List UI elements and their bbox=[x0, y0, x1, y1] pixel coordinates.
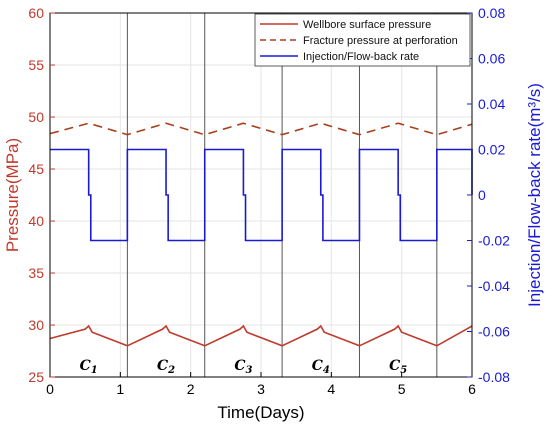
right-y-tick-label: 0.02 bbox=[478, 142, 505, 158]
cycle-label: C1 bbox=[80, 358, 98, 376]
cycle-label-subscript: 5 bbox=[400, 365, 407, 376]
legend-label-rate: Injection/Flow-back rate bbox=[303, 51, 419, 63]
cycle-label: C5 bbox=[389, 358, 407, 376]
cycle-label-subscript: 3 bbox=[246, 365, 253, 376]
right-y-tick-label: 0.06 bbox=[478, 51, 505, 67]
legend: Wellbore surface pressure Fracture press… bbox=[254, 13, 471, 67]
right-y-axis-title: Injection/Flow-back rate(m³/s) bbox=[525, 83, 544, 307]
cycle-label-subscript: 4 bbox=[323, 365, 330, 376]
right-y-tick-label: -0.08 bbox=[478, 369, 510, 385]
left-y-tick-label: 25 bbox=[28, 369, 44, 385]
right-y-tick-label: -0.04 bbox=[478, 278, 510, 294]
x-axis-title: Time(Days) bbox=[217, 403, 304, 422]
left-y-tick-label: 45 bbox=[28, 161, 44, 177]
right-y-tick-label: 0.04 bbox=[478, 96, 505, 112]
cycle-label: C4 bbox=[312, 358, 330, 376]
cycle-label: C2 bbox=[157, 358, 175, 376]
left-y-axis-title: Pressure(MPa) bbox=[3, 138, 22, 252]
cycle-label: C3 bbox=[234, 358, 252, 376]
cycle-label-subscript: 2 bbox=[167, 365, 175, 376]
series-layer bbox=[49, 122, 473, 347]
grid-layer bbox=[49, 12, 473, 378]
series-line-2 bbox=[50, 148, 473, 242]
cycle-label-base: C bbox=[389, 358, 400, 374]
legend-label-fracture: Fracture pressure at perforation bbox=[303, 35, 458, 47]
cycle-label-base: C bbox=[234, 358, 245, 374]
x-tick-label: 0 bbox=[46, 381, 54, 397]
cycle-label-base: C bbox=[312, 358, 323, 374]
right-y-tick-label: -0.06 bbox=[478, 324, 510, 340]
x-tick-label: 2 bbox=[187, 381, 195, 397]
left-y-tick-label: 60 bbox=[28, 5, 44, 21]
left-y-tick-label: 35 bbox=[28, 265, 44, 281]
cycle-label-subscript: 1 bbox=[91, 365, 98, 376]
left-y-tick-label: 40 bbox=[28, 213, 44, 229]
legend-label-wellbore: Wellbore surface pressure bbox=[303, 19, 431, 31]
cycle-labels-layer: C1 C2 C3 C4 C5 bbox=[80, 358, 408, 376]
right-y-tick-label: 0 bbox=[478, 187, 486, 203]
series-line-0 bbox=[49, 324, 473, 347]
x-tick-label: 3 bbox=[257, 381, 265, 397]
right-y-tick-label: 0.08 bbox=[478, 5, 505, 21]
x-tick-label: 5 bbox=[398, 381, 406, 397]
cycle-label-base: C bbox=[157, 358, 168, 374]
left-y-tick-label: 30 bbox=[28, 317, 44, 333]
right-y-tick-label: -0.02 bbox=[478, 233, 510, 249]
tick-layer: 0 1 2 3 4 5 62530354045505560-0.08-0.06-0.04-0… bbox=[28, 5, 510, 397]
cycle-label-base: C bbox=[80, 358, 91, 374]
left-y-tick-label: 50 bbox=[28, 109, 44, 125]
x-tick-label: 1 bbox=[116, 381, 124, 397]
x-tick-label: 6 bbox=[468, 381, 476, 397]
x-tick-label: 4 bbox=[327, 381, 335, 397]
left-y-tick-label: 55 bbox=[28, 57, 44, 73]
